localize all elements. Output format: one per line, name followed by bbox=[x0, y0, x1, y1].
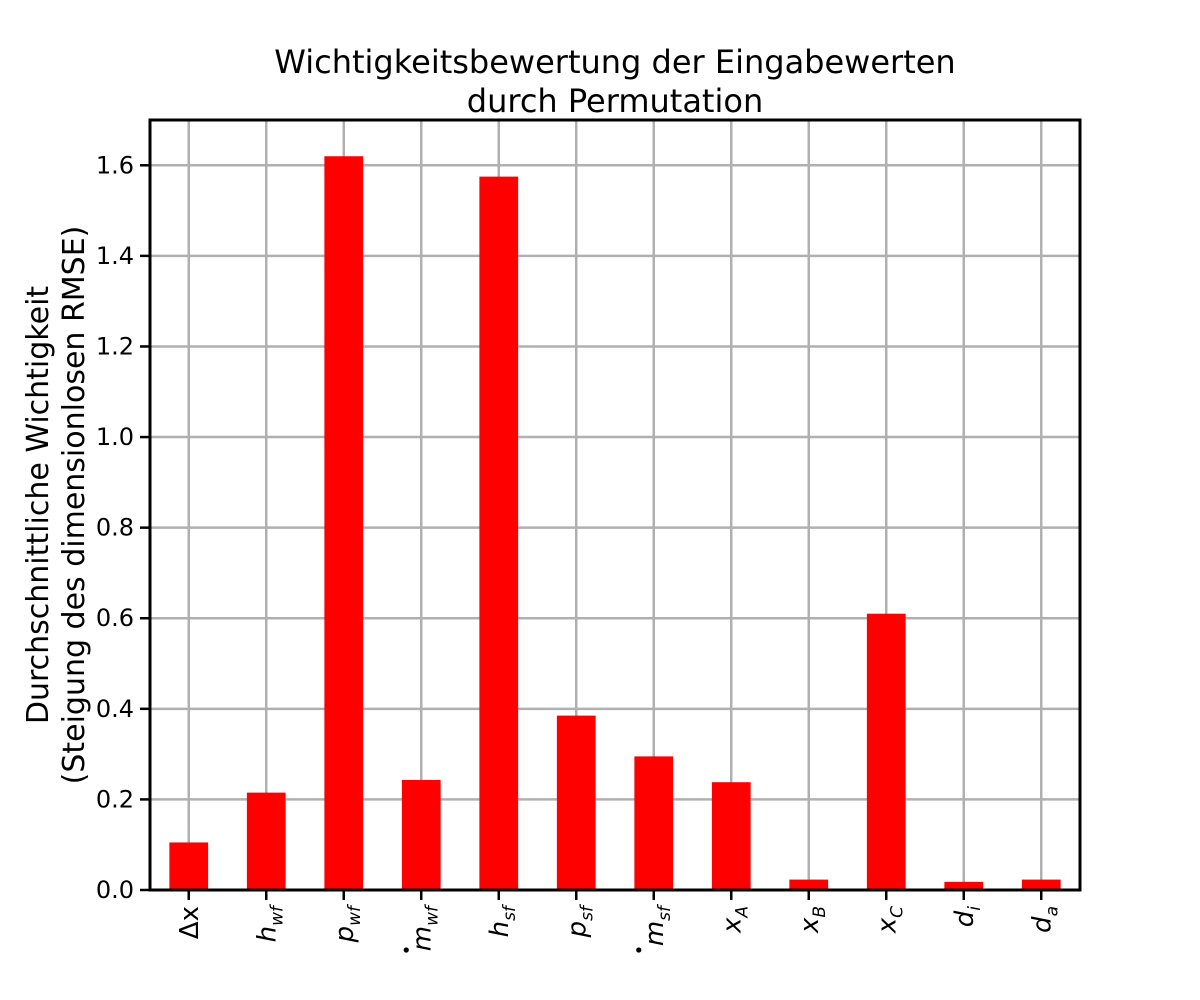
y-tick-label: 1.0 bbox=[96, 423, 134, 451]
x-tick-label-10: di bbox=[950, 906, 985, 928]
bar-3 bbox=[401, 779, 441, 890]
y-tick-label: 1.2 bbox=[96, 332, 134, 360]
bar-7 bbox=[711, 782, 751, 890]
grid-lines bbox=[150, 120, 1080, 892]
x-tick-label-base: p bbox=[562, 921, 592, 939]
x-tick-label-text: xC bbox=[872, 906, 907, 934]
x-tick-label-subscript: i bbox=[965, 906, 985, 911]
x-tick-label-11: da bbox=[1027, 906, 1062, 933]
plot-frame bbox=[148, 118, 1082, 892]
x-tick-label-base: x bbox=[717, 917, 747, 934]
chart-title-line-2: durch Permutation bbox=[467, 82, 763, 120]
x-tick-label-9: xC bbox=[872, 906, 907, 934]
y-axis-label-line-2: (Steigung des dimensionlosen RMSE) bbox=[57, 226, 92, 785]
bar-8 bbox=[789, 879, 829, 890]
x-tick-label-1: hwf bbox=[252, 903, 287, 942]
x-tick-label-dot-accent bbox=[636, 947, 642, 953]
y-tick-label: 0.4 bbox=[96, 695, 134, 723]
x-tick-label-0: Δx bbox=[175, 906, 205, 939]
x-tick-label-6: msf bbox=[636, 903, 675, 953]
y-axis-label-line-1: Durchschnittliche Wichtigkeit bbox=[21, 286, 56, 725]
x-tick-label-2: pwf bbox=[330, 903, 365, 943]
x-tick-label-base: x bbox=[872, 917, 902, 934]
x-tick-label-base: x bbox=[795, 917, 825, 934]
x-tick-label-base: d bbox=[1027, 916, 1057, 933]
x-tick-label-dot-accent bbox=[403, 947, 409, 953]
chart-title-line-1: Wichtigkeitsbewertung der Eingabewerten bbox=[274, 43, 955, 81]
x-tick-label-text: Δx bbox=[175, 906, 205, 939]
x-tick-label-subscript: sf bbox=[655, 903, 675, 921]
x-tick-label-subscript: wf bbox=[422, 903, 442, 926]
x-tick-label-3: mwf bbox=[403, 903, 442, 953]
bar-2 bbox=[324, 156, 364, 890]
bar-4 bbox=[479, 176, 519, 890]
x-tick-label-subscript: A bbox=[732, 906, 752, 919]
bar-5 bbox=[556, 715, 596, 890]
x-tick-label-text: hsf bbox=[485, 903, 520, 937]
x-tick-label-4: hsf bbox=[485, 903, 520, 937]
x-tick-label-text: di bbox=[950, 906, 985, 928]
bar-1 bbox=[246, 792, 286, 890]
x-tick-label-base: m bbox=[407, 926, 437, 951]
bars bbox=[169, 156, 1061, 890]
y-axis-ticks: 0.0 0.2 0.4 0.6 0.8 1.0 1.2 1.4 1.6 bbox=[96, 151, 150, 904]
y-tick-label: 0.0 bbox=[96, 876, 134, 904]
x-tick-label-text: pwf bbox=[330, 903, 365, 943]
x-tick-label-base: h bbox=[252, 926, 282, 942]
x-tick-label-5: psf bbox=[562, 903, 597, 938]
x-tick-label-base: m bbox=[640, 921, 670, 946]
x-tick-label-subscript: wf bbox=[267, 903, 287, 926]
x-tick-label-subscript: a bbox=[1042, 906, 1062, 916]
y-tick-label: 1.6 bbox=[96, 151, 134, 179]
y-tick-label: 0.6 bbox=[96, 604, 134, 632]
x-tick-label-7: xA bbox=[717, 906, 752, 934]
bar-9 bbox=[866, 613, 906, 890]
x-tick-label-text: da bbox=[1027, 906, 1062, 933]
bar-6 bbox=[634, 756, 674, 890]
x-tick-label-text: mwf bbox=[407, 903, 442, 951]
y-tick-label: 0.2 bbox=[96, 785, 134, 813]
x-tick-label-text: msf bbox=[640, 903, 675, 946]
bar-10 bbox=[944, 881, 984, 890]
x-tick-label-8: xB bbox=[795, 906, 830, 934]
x-tick-label-text: psf bbox=[562, 903, 597, 938]
bar-0 bbox=[169, 842, 209, 890]
x-tick-label-base: d bbox=[950, 910, 980, 927]
x-tick-label-text: hwf bbox=[252, 903, 287, 942]
x-tick-label-subscript: C bbox=[887, 906, 907, 918]
bar-11 bbox=[1021, 879, 1061, 890]
x-tick-label-base: h bbox=[485, 921, 515, 937]
x-tick-label-subscript: B bbox=[810, 906, 830, 918]
x-tick-label-base: Δx bbox=[175, 906, 205, 939]
y-tick-label: 1.4 bbox=[96, 242, 134, 270]
x-tick-label-subscript: sf bbox=[577, 903, 597, 921]
x-tick-label-subscript: sf bbox=[500, 903, 520, 921]
y-tick-label: 0.8 bbox=[96, 514, 134, 542]
x-tick-label-text: xA bbox=[717, 906, 752, 934]
x-tick-label-subscript: wf bbox=[345, 903, 365, 926]
x-tick-label-text: xB bbox=[795, 906, 830, 934]
x-tick-label-base: p bbox=[330, 926, 360, 944]
